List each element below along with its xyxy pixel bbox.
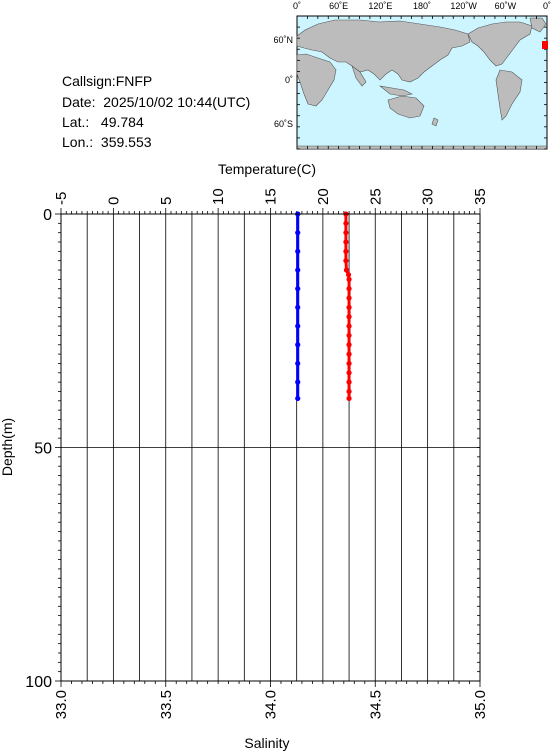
temperature-point: [346, 332, 352, 339]
land-indonesia: [378, 85, 413, 97]
salinity-point: [295, 360, 301, 367]
map-lon-label: 60˚W: [495, 1, 517, 11]
depth-tick-label: 50: [34, 441, 52, 458]
map-lon-label: 120˚E: [368, 1, 392, 11]
land-eurasia: [296, 19, 471, 83]
callsign-label: Callsign:: [62, 73, 116, 89]
salinity-point: [295, 304, 301, 310]
temperature-point: [343, 258, 349, 264]
salinity-axis-label: Salinity: [244, 735, 289, 751]
date-label: Date:: [62, 94, 96, 110]
salinity-tick-label: 35.0: [472, 690, 489, 719]
series-layer: [295, 211, 352, 402]
temperature-point: [343, 220, 349, 226]
temperature-tick-label: 0: [105, 197, 122, 205]
salinity-point: [295, 267, 301, 273]
temperature-point: [346, 276, 352, 282]
temperature-point: [345, 272, 352, 278]
temperature-point: [346, 342, 352, 348]
salinity-point: [295, 323, 301, 329]
map-lon-label: 180˚: [413, 1, 431, 11]
temperature-point: [346, 314, 352, 320]
salinity-point: [295, 342, 301, 348]
temperature-tick-label: 5: [158, 197, 175, 205]
date-line: Date: 2025/10/02 10:44(UTC): [62, 94, 250, 110]
salinity-profile: [295, 211, 301, 402]
station-marker: [542, 41, 548, 49]
temperature-point: [346, 304, 352, 310]
temperature-point: [346, 323, 352, 329]
land-greenland: [529, 17, 547, 33]
land-north-america: [467, 21, 533, 67]
callsign-value: FNFP: [115, 73, 153, 89]
salinity-tick-label: 34.5: [367, 690, 384, 719]
map-lon-label: 60˚E: [329, 1, 348, 11]
temperature-point: [346, 379, 352, 385]
temperature-point: [346, 295, 352, 301]
map-lat-label: 0˚: [285, 75, 293, 85]
map-lat-label: 60˚S: [274, 119, 293, 129]
temperature-tick-label: 20: [315, 188, 332, 205]
temperature-point: [346, 360, 352, 367]
salinity-tick-label: 34.0: [263, 690, 280, 719]
temperature-line: [344, 214, 351, 399]
profile-chart: -5 0 5 10 15 20 25 30 35 33.0 33.5 34.0 34.5 35.0 05…: [0, 161, 489, 751]
land-india: [351, 65, 367, 87]
lat-value: 49.784: [100, 114, 144, 130]
depth-tick-labels: 0 50 100: [25, 207, 52, 691]
temperature-point: [346, 388, 352, 395]
map-lon-label: 120˚W: [450, 1, 477, 11]
lat-label: Lat.:: [62, 114, 90, 130]
plot-frame: [60, 213, 481, 682]
world-map: 0˚ 60˚E 120˚E 180˚ 120˚W 60˚W 0˚ 60˚N 0˚ 60˚S: [273, 1, 551, 150]
temperature-profile: [343, 211, 352, 402]
map-frame-ticks: [296, 15, 548, 150]
land-australia: [387, 95, 425, 119]
depth-axis-label: Depth(m): [0, 418, 15, 476]
salinity-point: [295, 286, 301, 292]
temperature-point: [343, 230, 349, 236]
temperature-point: [346, 370, 352, 376]
salinity-tick-label: 33.5: [158, 690, 175, 719]
map-lon-label: 0˚: [543, 1, 551, 11]
salinity-tick-label: 33.0: [53, 690, 70, 719]
lon-label: Lon.:: [62, 134, 94, 150]
map-lon-label: 0˚: [293, 1, 301, 11]
lat-line: Lat.: 49.784: [62, 114, 144, 130]
temperature-tick-label: -5: [53, 192, 70, 205]
depth-tick-label: 100: [25, 674, 52, 691]
temperature-point: [343, 267, 350, 273]
depth-tick-label: 0: [43, 207, 52, 224]
salinity-tick-labels: 33.0 33.5 34.0 34.5 35.0: [53, 690, 489, 719]
land-south-america: [495, 69, 523, 121]
salinity-point: [295, 248, 301, 254]
salinity-point: [295, 379, 301, 385]
temperature-point: [343, 239, 349, 245]
lon-value: 359.553: [100, 134, 152, 150]
temperature-tick-label: 25: [367, 188, 384, 205]
temperature-axis-label: Temperature(C): [218, 161, 316, 177]
map-lat-label: 60˚N: [273, 35, 293, 45]
temperature-point: [346, 351, 352, 357]
temperature-point: [346, 395, 352, 402]
date-value: 2025/10/02 10:44(UTC): [103, 94, 251, 110]
callsign-line: Callsign:FNFP: [62, 73, 152, 89]
map-top-labels: 0˚ 60˚E 120˚E 180˚ 120˚W 60˚W 0˚: [293, 1, 551, 11]
lon-line: Lon.: 359.553: [62, 134, 152, 150]
temperature-point: [343, 248, 349, 254]
land-africa: [296, 53, 337, 107]
grid: [61, 214, 480, 681]
salinity-point: [295, 395, 301, 402]
temperature-tick-label: 35: [472, 188, 489, 205]
temperature-tick-label: 10: [210, 188, 227, 205]
temperature-tick-label: 15: [263, 188, 280, 205]
map-left-labels: 60˚N 0˚ 60˚S: [273, 35, 293, 129]
land-new-zealand: [431, 117, 439, 127]
temperature-tick-labels: -5 0 5 10 15 20 25 30 35: [53, 188, 489, 205]
salinity-point: [295, 230, 301, 236]
temperature-tick-label: 30: [420, 188, 437, 205]
temperature-point: [346, 286, 352, 292]
